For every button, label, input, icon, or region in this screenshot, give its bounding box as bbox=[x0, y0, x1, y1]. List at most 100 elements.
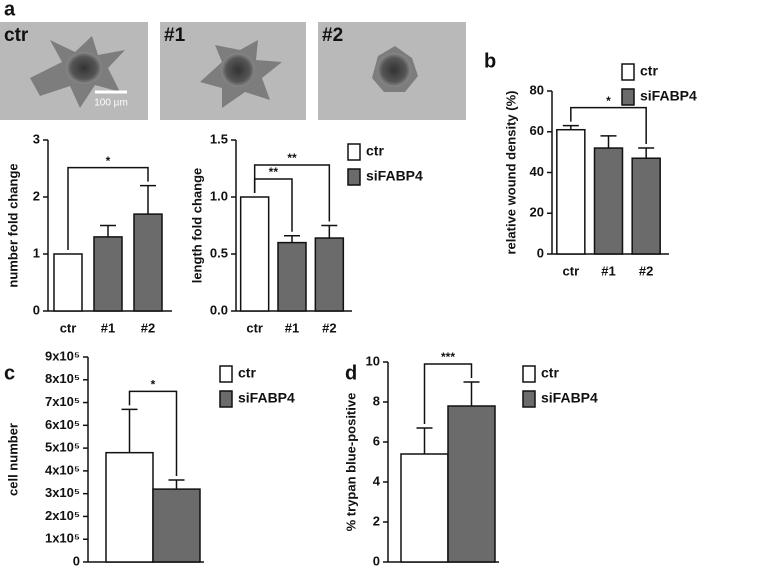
scale-bar-label: 100 µm bbox=[94, 98, 128, 109]
bar bbox=[593, 147, 624, 255]
significance-label: *** bbox=[441, 350, 455, 364]
legend-swatch bbox=[522, 390, 536, 408]
legend-label: ctr bbox=[238, 365, 256, 381]
error-bar bbox=[284, 235, 300, 243]
x-tick-label: #1 bbox=[601, 263, 615, 278]
x-tick-label: #2 bbox=[639, 263, 653, 278]
y-tick-label: 0 bbox=[73, 553, 80, 568]
x-tick-label: ctr bbox=[246, 320, 263, 335]
error-bar bbox=[321, 224, 338, 239]
error-bar bbox=[562, 124, 579, 130]
significance-bracket bbox=[423, 363, 473, 424]
y-axis-label: % trypan blue-positive bbox=[343, 393, 358, 532]
x-tick-label: #2 bbox=[141, 320, 155, 335]
legend-label: ctr bbox=[541, 365, 559, 381]
y-axis-label: length fold change bbox=[189, 168, 204, 284]
significance-bracket bbox=[67, 166, 149, 250]
y-tick-label: 0 bbox=[537, 245, 544, 260]
micrograph bbox=[318, 22, 466, 120]
legend-swatch bbox=[219, 365, 233, 383]
error-bar bbox=[168, 479, 185, 490]
y-tick-label: 3x10⁵ bbox=[45, 485, 80, 500]
bar bbox=[53, 253, 83, 312]
legend-swatch bbox=[621, 88, 635, 106]
panel-label: d bbox=[345, 362, 357, 384]
error-bar bbox=[100, 224, 116, 237]
significance-label: ** bbox=[269, 165, 279, 179]
significance-bracket bbox=[253, 164, 331, 222]
y-tick-label: 10 bbox=[366, 353, 380, 368]
legend-label: ctr bbox=[366, 143, 384, 159]
significance-bracket bbox=[570, 106, 647, 145]
bar bbox=[93, 236, 123, 312]
y-tick-label: 20 bbox=[530, 205, 544, 220]
y-tick-label: 0.5 bbox=[210, 245, 228, 260]
micrograph bbox=[0, 22, 148, 120]
y-tick-label: 6 bbox=[373, 433, 380, 448]
legend-swatch bbox=[347, 143, 361, 161]
y-tick-label: 2 bbox=[33, 188, 40, 203]
y-tick-label: 7x10⁵ bbox=[45, 394, 80, 409]
y-tick-label: 1.0 bbox=[210, 188, 228, 203]
x-tick-label: #1 bbox=[101, 320, 115, 335]
error-bar bbox=[140, 184, 156, 215]
x-tick-label: ctr bbox=[563, 263, 580, 278]
error-bar bbox=[463, 381, 480, 406]
y-tick-label: 4 bbox=[373, 473, 381, 488]
x-tick-label: #1 bbox=[285, 320, 299, 335]
legend-label: siFABP4 bbox=[640, 88, 697, 104]
error-bar bbox=[121, 408, 138, 453]
significance-bracket bbox=[128, 390, 178, 476]
legend-label: ctr bbox=[640, 63, 658, 79]
legend-label: siFABP4 bbox=[238, 390, 295, 406]
legend-swatch bbox=[522, 365, 536, 383]
y-tick-label: 0.0 bbox=[210, 302, 228, 317]
panel-label: c bbox=[4, 362, 15, 384]
y-tick-label: 8 bbox=[373, 393, 380, 408]
legend-label: siFABP4 bbox=[541, 390, 598, 406]
error-bar bbox=[416, 427, 433, 454]
legend-label: siFABP4 bbox=[366, 168, 423, 184]
bar bbox=[314, 237, 345, 312]
y-tick-label: 8x10⁵ bbox=[45, 371, 80, 386]
y-tick-label: 9x10⁵ bbox=[45, 348, 80, 363]
significance-label: * bbox=[106, 154, 111, 168]
y-axis-label: relative wound density (%) bbox=[503, 91, 518, 255]
image-label: #1 bbox=[164, 25, 186, 46]
significance-label: * bbox=[606, 94, 611, 108]
y-tick-label: 6x10⁵ bbox=[45, 417, 80, 432]
error-bar bbox=[638, 147, 655, 159]
panel-label: b bbox=[484, 50, 496, 72]
panel-label: a bbox=[4, 0, 16, 20]
x-tick-label: #2 bbox=[322, 320, 336, 335]
bar bbox=[105, 451, 154, 563]
y-tick-label: 1x10⁵ bbox=[45, 531, 80, 546]
x-tick-label: ctr bbox=[60, 320, 77, 335]
y-axis-label: number fold change bbox=[5, 163, 20, 287]
bar bbox=[277, 241, 307, 312]
bar bbox=[447, 405, 496, 563]
y-tick-label: 2x10⁵ bbox=[45, 508, 80, 523]
y-tick-label: 0 bbox=[373, 553, 380, 568]
y-tick-label: 60 bbox=[530, 123, 544, 138]
y-tick-label: 1 bbox=[33, 245, 40, 260]
y-tick-label: 3 bbox=[33, 131, 40, 146]
y-tick-label: 0 bbox=[33, 302, 40, 317]
legend-swatch bbox=[347, 168, 361, 186]
bar bbox=[631, 157, 661, 255]
y-tick-label: 2 bbox=[373, 513, 380, 528]
bar bbox=[556, 128, 586, 255]
bar bbox=[152, 488, 201, 563]
significance-label: * bbox=[151, 378, 156, 392]
y-tick-label: 5x10⁵ bbox=[45, 440, 80, 455]
y-tick-label: 40 bbox=[530, 164, 544, 179]
y-axis-label: cell number bbox=[5, 423, 20, 496]
bar bbox=[133, 213, 163, 312]
y-tick-label: 80 bbox=[530, 82, 544, 97]
image-label: #2 bbox=[322, 25, 343, 46]
bar bbox=[400, 453, 449, 563]
legend-swatch bbox=[219, 390, 233, 408]
y-tick-label: 4x10⁵ bbox=[45, 462, 80, 477]
error-bar bbox=[600, 135, 617, 149]
